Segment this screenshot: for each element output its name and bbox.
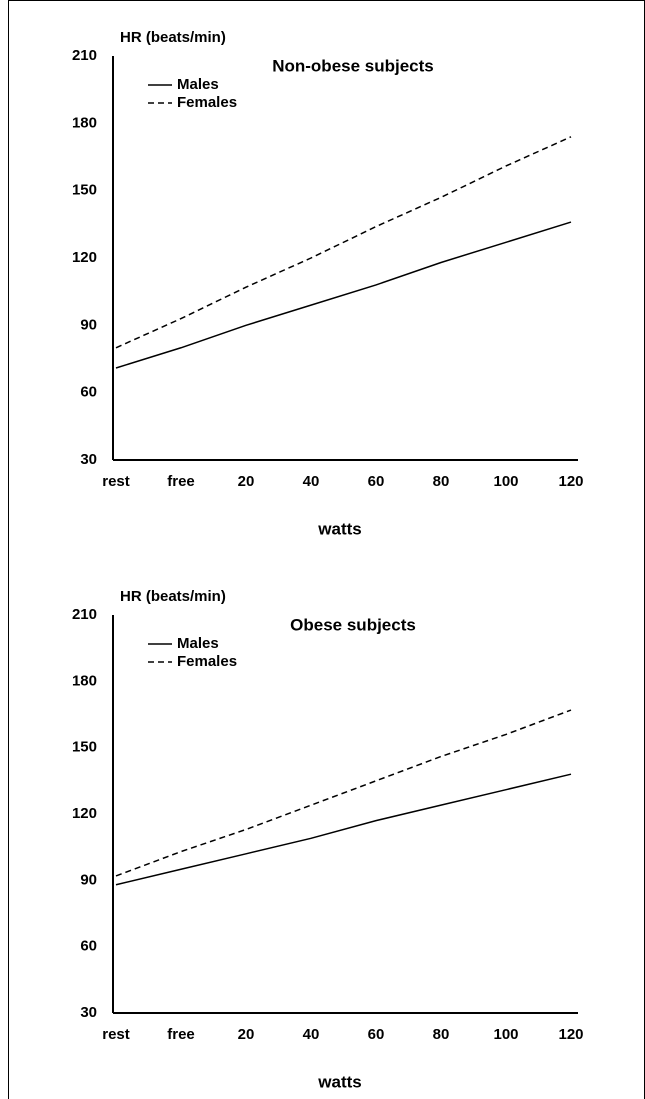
chart-title: Non-obese subjects [272,56,434,75]
x-tick-label: 20 [238,473,255,490]
legend-label: Females [177,653,237,670]
y-axis-label: HR (beats/min) [120,29,226,46]
legend-label: Males [177,635,219,652]
series-line [115,221,572,369]
x-tick-label: 120 [558,1026,583,1043]
x-tick-label: 60 [368,1026,385,1043]
y-tick-label: 150 [72,739,97,756]
y-tick-label: 180 [72,672,97,689]
x-tick-label: 80 [433,1026,450,1043]
x-tick-label: 100 [493,473,518,490]
x-tick-label: 40 [303,1026,320,1043]
legend-label: Males [177,76,219,93]
x-tick-label: 100 [493,1026,518,1043]
x-tick-label: rest [102,473,130,490]
y-tick-label: 150 [72,182,97,199]
y-tick-label: 60 [80,938,97,955]
x-tick-label: 60 [368,473,385,490]
x-tick-label: free [167,473,195,490]
frame [8,0,645,1099]
x-axis-label: watts [317,519,361,538]
y-tick-label: 180 [72,114,97,131]
x-tick-label: 20 [238,1026,255,1043]
y-tick-label: 90 [80,871,97,888]
series-line [115,709,572,877]
y-tick-label: 90 [80,316,97,333]
x-tick-label: 40 [303,473,320,490]
y-tick-label: 30 [80,451,97,468]
y-tick-label: 60 [80,384,97,401]
series-line [115,136,572,349]
y-tick-label: 120 [72,249,97,266]
x-tick-label: 120 [558,473,583,490]
legend-label: Females [177,94,237,111]
chart-title: Obese subjects [290,615,416,634]
x-tick-label: rest [102,1026,130,1043]
y-tick-label: 30 [80,1004,97,1021]
y-tick-label: 120 [72,805,97,822]
y-tick-label: 210 [72,47,97,64]
y-axis-label: HR (beats/min) [120,588,226,605]
x-tick-label: free [167,1026,195,1043]
x-axis-label: watts [317,1072,361,1091]
y-tick-label: 210 [72,606,97,623]
series-line [115,773,572,886]
x-tick-label: 80 [433,473,450,490]
